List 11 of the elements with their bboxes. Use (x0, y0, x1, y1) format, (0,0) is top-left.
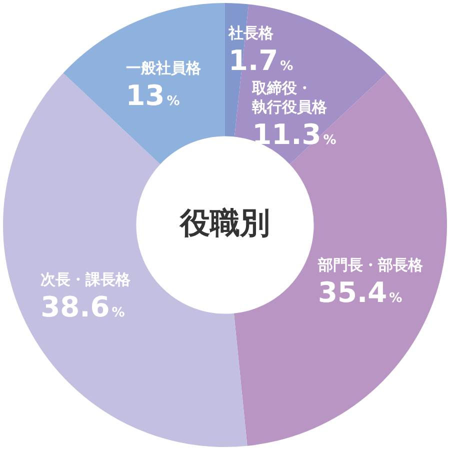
slice-label: 社長格 (227, 24, 274, 42)
data-label: 35.4% (318, 276, 402, 309)
slice-label: 次長・課長格 (40, 270, 132, 288)
data-label: 13% (126, 78, 180, 112)
slice-label: 部門長・部長格 (317, 256, 424, 274)
data-label: 1.7% (228, 44, 294, 78)
data-label: 38.6% (40, 290, 125, 324)
data-label: 11.3% (252, 118, 336, 151)
slice-label: 一般社員格 (126, 58, 202, 77)
slice-label: 取締役・執行役員格 (251, 78, 328, 116)
text: 役職別 (179, 206, 270, 241)
